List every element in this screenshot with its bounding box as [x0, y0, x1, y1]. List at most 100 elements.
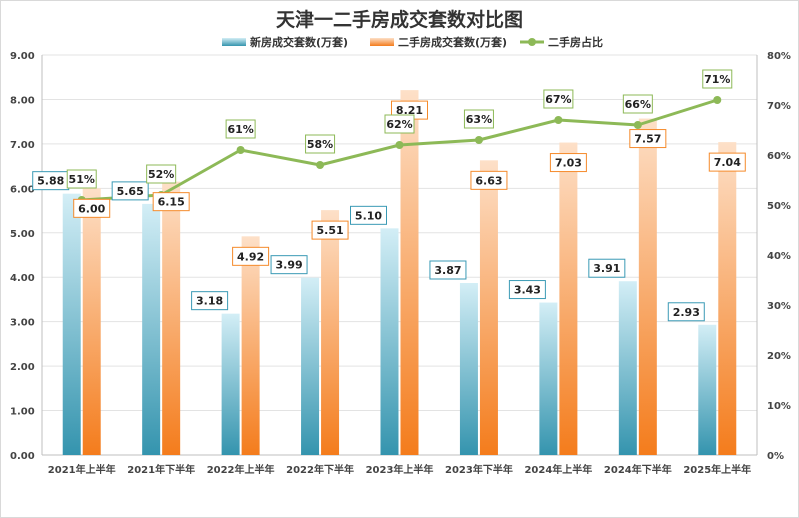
bar-second-hand	[162, 181, 181, 455]
bar-second-hand	[400, 90, 419, 455]
share-point	[713, 96, 722, 104]
x-tick-label: 2022年上半年	[207, 463, 275, 476]
label-share: 58%	[305, 134, 336, 154]
label-second-hand-text: 7.57	[634, 133, 661, 146]
label-new-home-text: 5.88	[37, 175, 64, 188]
label-share-box	[463, 109, 494, 129]
label-new-home-text: 3.91	[593, 262, 620, 275]
x-tick-label: 2024年下半年	[604, 463, 672, 476]
label-second-hand-text: 6.00	[78, 202, 105, 215]
label-share-box	[622, 94, 653, 114]
bar-new-home	[698, 324, 717, 455]
label-new-home-box	[588, 258, 626, 278]
label-share-box	[146, 164, 177, 184]
label-share-box	[66, 169, 97, 189]
y-left-tick-label: 7.00	[10, 140, 35, 151]
label-new-home: 3.87	[429, 260, 467, 280]
label-second-hand-text: 6.15	[158, 196, 185, 209]
label-share: 71%	[702, 69, 733, 89]
y-right-tick-label: 60%	[767, 151, 791, 162]
y-left-tick-label: 2.00	[10, 362, 35, 373]
label-new-home-text: 2.93	[673, 306, 700, 319]
label-second-hand-text: 7.04	[714, 156, 741, 169]
label-second-hand-box	[470, 170, 508, 190]
label-share-text: 71%	[704, 73, 730, 86]
label-second-hand: 7.04	[708, 152, 746, 172]
label-new-home-box	[508, 280, 546, 300]
label-new-home-text: 3.43	[514, 284, 541, 297]
label-second-hand-box	[311, 220, 349, 240]
share-point	[395, 141, 404, 149]
label-new-home: 3.99	[270, 255, 308, 275]
share-point	[633, 121, 642, 129]
gridlines	[42, 54, 757, 412]
share-point	[236, 146, 245, 154]
label-share-text: 66%	[625, 98, 651, 111]
label-share-text: 67%	[545, 93, 571, 106]
label-share: 61%	[225, 119, 256, 139]
label-new-home-box	[667, 302, 705, 322]
label-second-hand: 5.51	[311, 220, 349, 240]
x-tick-label: 2023年下半年	[445, 463, 513, 476]
y-left-tick-label: 0.00	[10, 451, 35, 462]
label-share-box	[225, 119, 256, 139]
label-second-hand-box	[73, 198, 111, 218]
label-share-text: 61%	[227, 123, 253, 136]
label-second-hand-text: 5.51	[316, 224, 343, 237]
y-left-tick-label: 1.00	[10, 407, 35, 418]
legend-second-hand-label: 二手房成交套数(万套)	[398, 35, 507, 49]
legend-share-marker	[528, 38, 536, 46]
label-new-home-box	[350, 205, 387, 225]
label-share-box	[543, 89, 574, 109]
y-right-tick-label: 80%	[767, 51, 791, 62]
share-point	[474, 136, 483, 144]
label-new-home: 5.88	[32, 171, 70, 191]
label-share: 51%	[66, 169, 97, 189]
label-share: 62%	[384, 114, 415, 134]
x-tick-label: 2023年上半年	[366, 463, 434, 476]
bar-new-home	[142, 203, 161, 455]
y-right-tick-label: 10%	[767, 401, 791, 412]
label-share-text: 62%	[386, 118, 412, 131]
label-share: 52%	[146, 164, 177, 184]
label-share-box	[702, 69, 733, 89]
x-tick-label: 2022年下半年	[286, 463, 354, 476]
label-share: 63%	[463, 109, 494, 129]
bar-new-home	[539, 302, 558, 455]
bar-second-hand	[82, 188, 101, 456]
y-left-tick-label: 4.00	[10, 273, 35, 284]
y-right-tick-label: 30%	[767, 301, 791, 312]
label-second-hand-box	[152, 192, 190, 212]
y-left-tick-label: 5.00	[10, 229, 35, 240]
y-right-tick-label: 20%	[767, 351, 791, 362]
legend-new-home-swatch	[222, 38, 246, 46]
share-point	[316, 161, 325, 169]
legend: 新房成交套数(万套) 二手房成交套数(万套) 二手房占比	[222, 35, 603, 49]
bar-second-hand	[241, 236, 260, 455]
label-second-hand-text: 7.03	[555, 157, 582, 170]
label-new-home-text: 3.99	[275, 259, 302, 272]
label-new-home-box	[429, 260, 467, 280]
y-left-tick-label: 3.00	[10, 318, 35, 329]
data-labels: 5.88 6.00 51% 5.65 6.15 52% 3.18 4.92 61% 3.99 5.5…	[32, 69, 746, 322]
bar-new-home	[380, 228, 399, 455]
bar-new-home	[62, 193, 81, 455]
label-new-home-text: 3.87	[434, 264, 461, 277]
label-new-home-text: 5.65	[117, 185, 144, 198]
label-second-hand: 6.15	[152, 192, 190, 212]
label-new-home: 3.18	[191, 291, 229, 311]
label-share-box	[305, 134, 336, 154]
label-second-hand-box	[708, 152, 746, 172]
bar-new-home	[301, 277, 320, 455]
legend-new-home-label: 新房成交套数(万套)	[250, 35, 348, 49]
bar-new-home	[459, 283, 478, 455]
label-share-box	[384, 114, 415, 134]
x-tick-label: 2021年上半年	[48, 463, 116, 476]
y-right-tick-label: 50%	[767, 201, 791, 212]
label-new-home-box	[270, 255, 308, 275]
label-share: 67%	[543, 89, 574, 109]
y-right-tick-label: 70%	[767, 101, 791, 112]
label-second-hand-text: 4.92	[237, 250, 264, 263]
